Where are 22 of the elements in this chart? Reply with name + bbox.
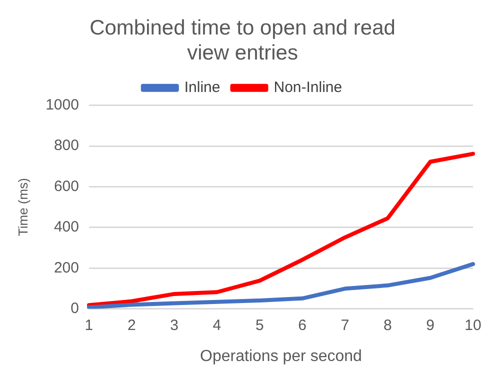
x-tick-label: 7	[340, 316, 350, 334]
x-tick-label: 1	[84, 316, 94, 334]
x-tick-label: 9	[426, 316, 434, 334]
legend-label: Non-Inline	[274, 79, 342, 96]
x-tick-label: 2	[127, 316, 136, 334]
y-tick-label: 800	[54, 137, 79, 154]
y-tick-label: 400	[54, 218, 79, 236]
x-tick-label: 5	[255, 316, 264, 334]
y-tick-label: 1000	[46, 96, 79, 114]
y-tick-label: 600	[54, 178, 79, 195]
text: view entries	[187, 42, 298, 65]
x-tick-label: 8	[383, 316, 392, 334]
text: Combined time to open and read	[90, 16, 396, 40]
x-tick-label: 4	[212, 316, 222, 334]
y-tick-label: 0	[70, 300, 79, 317]
x-tick-label: 3	[170, 316, 178, 334]
x-tick-label: 6	[298, 316, 306, 334]
legend-label: Inline	[184, 79, 220, 96]
y-axis-title: Time (ms)	[15, 178, 30, 236]
x-axis-title: Operations per second	[200, 348, 362, 365]
y-tick-label: 200	[54, 259, 79, 276]
x-tick-label: 10	[464, 316, 482, 334]
